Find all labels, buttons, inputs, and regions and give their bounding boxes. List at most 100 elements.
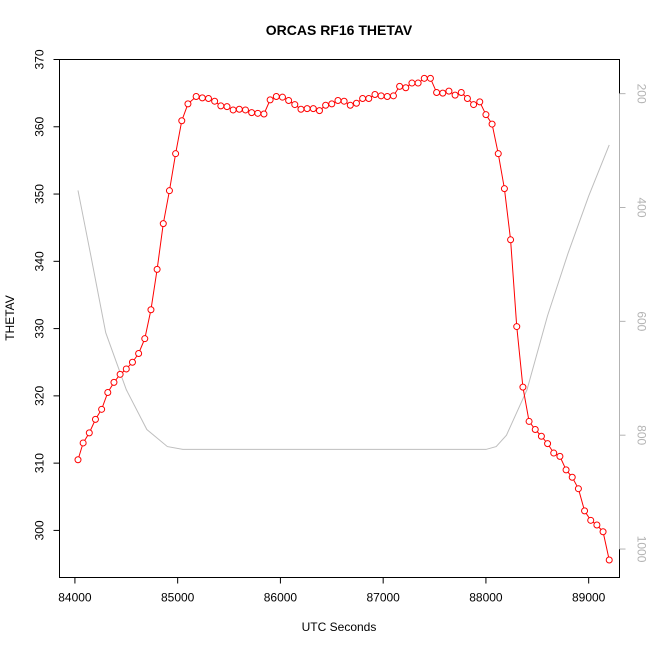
data-point bbox=[74, 456, 82, 464]
data-point bbox=[500, 185, 508, 193]
data-point bbox=[291, 101, 299, 109]
data-point bbox=[383, 93, 391, 100]
data-point bbox=[334, 97, 342, 105]
data-point bbox=[482, 111, 490, 119]
data-point bbox=[204, 95, 212, 103]
data-point bbox=[309, 105, 317, 113]
x-tick-label: 85000 bbox=[161, 591, 195, 605]
data-point bbox=[110, 378, 118, 386]
data-point bbox=[340, 97, 348, 105]
y-tick-label: 350 bbox=[33, 184, 47, 204]
y-tick-label: 330 bbox=[33, 318, 47, 338]
data-point bbox=[377, 92, 385, 100]
data-point bbox=[91, 415, 99, 423]
data-point bbox=[328, 100, 336, 108]
data-point bbox=[184, 100, 192, 108]
y-tick-label: 310 bbox=[33, 453, 47, 473]
data-point bbox=[229, 106, 237, 114]
data-point bbox=[365, 95, 373, 103]
y-tick-label: 300 bbox=[33, 520, 47, 540]
data-point bbox=[128, 358, 136, 366]
secondary-y-tick-label: 600 bbox=[635, 311, 649, 331]
data-point bbox=[223, 103, 231, 111]
data-point bbox=[451, 91, 459, 99]
chart-title: ORCAS RF16 THETAV bbox=[266, 22, 413, 38]
data-point bbox=[98, 405, 106, 413]
data-point bbox=[507, 236, 515, 244]
data-point bbox=[439, 89, 447, 97]
x-tick-label: 89000 bbox=[572, 591, 606, 605]
data-point bbox=[79, 439, 87, 447]
data-point bbox=[599, 528, 607, 536]
data-point bbox=[352, 99, 360, 107]
data-point bbox=[235, 105, 243, 113]
data-point bbox=[248, 109, 256, 117]
data-point bbox=[531, 426, 539, 433]
y-tick-label: 320 bbox=[33, 386, 47, 406]
y-axis: 300 310 320 330 340 350 360 370 bbox=[33, 49, 60, 540]
secondary-y-tick-label: 1000 bbox=[635, 536, 649, 563]
x-tick-label: 88000 bbox=[469, 591, 503, 605]
data-point bbox=[574, 485, 582, 493]
y-tick-label: 360 bbox=[33, 116, 47, 136]
data-point bbox=[463, 95, 471, 103]
data-point bbox=[389, 92, 397, 100]
data-point bbox=[122, 365, 130, 373]
data-point bbox=[85, 429, 93, 437]
data-point bbox=[153, 265, 161, 273]
data-point bbox=[147, 306, 155, 314]
data-point bbox=[488, 120, 496, 128]
data-point bbox=[297, 105, 305, 113]
data-point bbox=[562, 466, 570, 474]
data-point bbox=[414, 79, 422, 87]
data-point bbox=[359, 95, 367, 103]
x-axis: 84000 85000 86000 87000 88000 89000 bbox=[58, 577, 606, 605]
secondary-y-tick-label: 400 bbox=[635, 197, 649, 217]
data-point bbox=[116, 370, 124, 378]
x-tick-label: 86000 bbox=[264, 591, 298, 605]
data-point bbox=[198, 94, 206, 102]
data-point bbox=[537, 432, 545, 440]
data-point bbox=[513, 323, 521, 331]
y-axis-label: THETAV bbox=[3, 295, 17, 341]
secondary-y-axis: 200 400 600 800 1000 bbox=[619, 84, 649, 563]
data-point bbox=[420, 74, 428, 82]
data-point bbox=[402, 84, 410, 92]
x-tick-label: 84000 bbox=[58, 591, 92, 605]
data-point bbox=[217, 102, 225, 110]
data-point bbox=[544, 440, 552, 448]
data-point bbox=[178, 117, 186, 125]
data-point bbox=[260, 110, 268, 118]
y-tick-label: 340 bbox=[33, 251, 47, 271]
data-point bbox=[587, 516, 595, 524]
data-point bbox=[556, 452, 564, 460]
data-point bbox=[278, 93, 286, 101]
secondary-y-tick-label: 200 bbox=[635, 84, 649, 104]
data-point bbox=[445, 87, 453, 95]
data-point bbox=[254, 109, 262, 117]
data-point bbox=[433, 88, 441, 96]
data-point bbox=[141, 335, 149, 343]
data-point bbox=[408, 79, 416, 87]
plot-frame bbox=[59, 59, 620, 578]
secondary-y-tick-label: 800 bbox=[635, 425, 649, 445]
data-point bbox=[457, 88, 465, 96]
data-point bbox=[568, 473, 576, 481]
data-point bbox=[371, 90, 379, 98]
data-point bbox=[322, 101, 330, 109]
data-point bbox=[159, 220, 167, 228]
data-point bbox=[476, 98, 484, 106]
data-point bbox=[605, 556, 613, 564]
data-point bbox=[396, 82, 404, 90]
data-point bbox=[550, 449, 558, 457]
data-point bbox=[211, 97, 219, 105]
data-point bbox=[104, 389, 112, 396]
data-point bbox=[165, 187, 173, 195]
x-axis-label: UTC Seconds bbox=[302, 620, 377, 634]
data-point bbox=[315, 107, 323, 115]
data-point bbox=[346, 101, 354, 109]
data-point bbox=[135, 349, 143, 357]
data-point bbox=[241, 106, 249, 114]
y-tick-label: 370 bbox=[33, 49, 47, 69]
